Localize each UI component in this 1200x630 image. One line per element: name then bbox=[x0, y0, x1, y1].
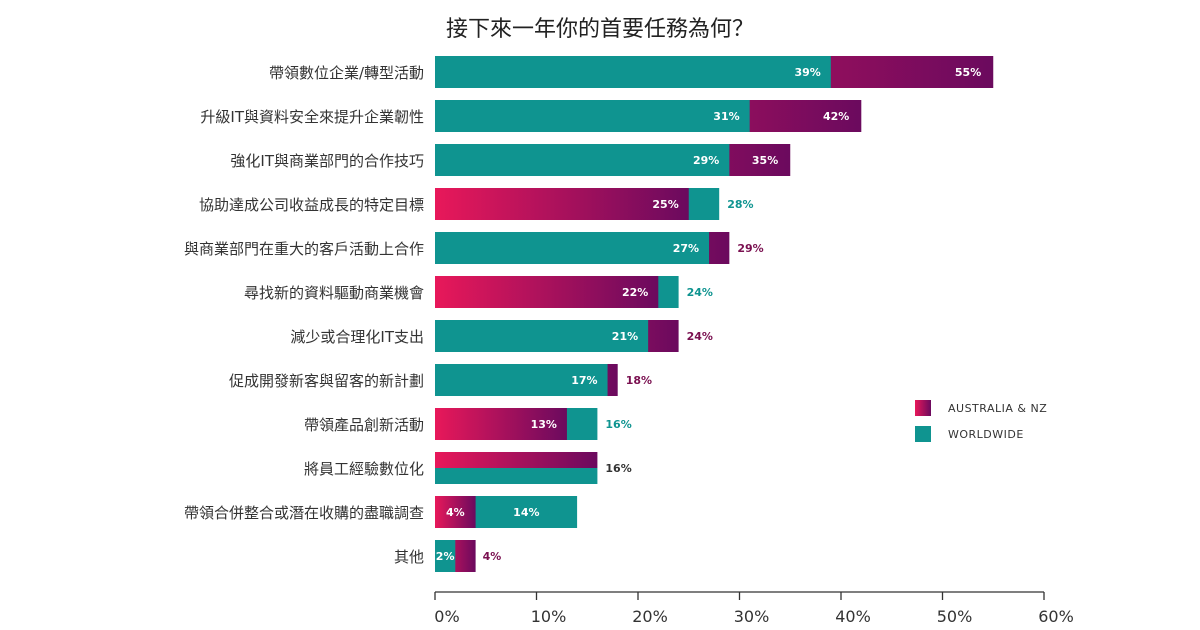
chart-title: 接下來一年你的首要任務為何？ bbox=[446, 17, 754, 42]
x-tick-label: 30% bbox=[734, 607, 770, 626]
bar-row: 將員工經驗數位化 16% bbox=[304, 452, 632, 484]
data-label-australia-nz: 13% bbox=[531, 418, 557, 431]
data-label-australia-nz: 18% bbox=[626, 374, 652, 387]
x-tick-label: 0% bbox=[434, 607, 459, 626]
data-label-australia-nz: 24% bbox=[687, 330, 713, 343]
bar-row: 其他 2% 4% bbox=[394, 540, 501, 572]
bar-worldwide bbox=[435, 320, 649, 352]
category-label: 將員工經驗數位化 bbox=[304, 460, 424, 478]
category-label: 帶領產品創新活動 bbox=[304, 416, 424, 434]
category-label: 強化IT與商業部門的合作技巧 bbox=[230, 152, 424, 170]
data-label-australia-nz: 4% bbox=[483, 550, 502, 563]
category-label: 減少或合理化IT支出 bbox=[290, 328, 424, 346]
bar-australia-nz bbox=[435, 452, 598, 468]
data-label-worldwide: 21% bbox=[612, 330, 638, 343]
bar-australia-nz bbox=[435, 276, 659, 308]
x-tick-label: 20% bbox=[632, 607, 668, 626]
data-label-worldwide: 2% bbox=[436, 550, 455, 563]
bar-row: 帶領產品創新活動 13% 16% bbox=[304, 408, 632, 440]
bar-row: 升級IT與資料安全來提升企業韌性 31% 42% bbox=[200, 100, 862, 132]
data-label-worldwide: 39% bbox=[795, 66, 821, 79]
bar-australia-nz bbox=[435, 188, 689, 220]
data-label-worldwide: 24% bbox=[687, 286, 713, 299]
data-label-worldwide: 29% bbox=[693, 154, 719, 167]
bar-row: 減少或合理化IT支出 21% 24% bbox=[290, 320, 713, 352]
bar-worldwide bbox=[435, 364, 608, 396]
bar-worldwide bbox=[435, 100, 750, 132]
data-label-australia-nz: 22% bbox=[622, 286, 648, 299]
data-label-australia-nz: 29% bbox=[737, 242, 763, 255]
bars-group: 帶領數位企業/轉型活動 39% 55% 升級IT與資料安全來提升企業韌性 31% 42% 強… bbox=[184, 56, 994, 572]
bar-worldwide bbox=[435, 232, 710, 264]
category-label: 尋找新的資料驅動商業機會 bbox=[244, 284, 424, 302]
bar-worldwide bbox=[435, 540, 456, 572]
data-label-australia-nz: 35% bbox=[752, 154, 778, 167]
bar-worldwide bbox=[435, 468, 598, 484]
category-label: 協助達成公司收益成長的特定目標 bbox=[199, 196, 424, 214]
x-tick-label: 40% bbox=[835, 607, 871, 626]
category-label: 帶領合併整合或潛在收購的盡職調查 bbox=[184, 504, 424, 522]
data-label-australia-nz: 4% bbox=[446, 506, 465, 519]
bar-row: 帶領數位企業/轉型活動 39% 55% bbox=[269, 56, 994, 88]
category-label: 升級IT與資料安全來提升企業韌性 bbox=[200, 108, 424, 126]
bar-australia-nz bbox=[435, 408, 567, 440]
data-label-worldwide: 31% bbox=[713, 110, 739, 123]
bar-worldwide bbox=[435, 56, 831, 88]
bar-row: 協助達成公司收益成長的特定目標 25% 28% bbox=[199, 188, 754, 220]
bar-row: 尋找新的資料驅動商業機會 22% 24% bbox=[244, 276, 713, 308]
category-label: 帶領數位企業/轉型活動 bbox=[269, 64, 424, 82]
x-axis: 0% 10% 20% 30% 40% 50% 60% bbox=[434, 591, 1074, 626]
x-tick-label: 60% bbox=[1038, 607, 1074, 626]
legend: AUSTRALIA & NZ WORLDWIDE bbox=[915, 400, 1047, 442]
category-label: 與商業部門在重大的客戶活動上合作 bbox=[184, 240, 424, 258]
bar-row: 強化IT與商業部門的合作技巧 29% 35% bbox=[230, 144, 791, 176]
data-label-worldwide: 27% bbox=[673, 242, 699, 255]
bar-row: 促成開發新客與留客的新計劃 17% 18% bbox=[229, 364, 652, 396]
legend-swatch-australia-nz bbox=[915, 400, 931, 416]
bar-row: 帶領合併整合或潛在收購的盡職調查 4% 14% bbox=[184, 496, 578, 528]
bar-worldwide bbox=[435, 144, 730, 176]
data-label-australia-nz: 55% bbox=[955, 66, 981, 79]
legend-label-australia-nz: AUSTRALIA & NZ bbox=[948, 402, 1047, 415]
bar-row: 與商業部門在重大的客戶活動上合作 27% 29% bbox=[184, 232, 764, 264]
category-label: 促成開發新客與留客的新計劃 bbox=[229, 372, 424, 390]
data-label-australia-nz: 25% bbox=[652, 198, 678, 211]
data-label-worldwide: 14% bbox=[513, 506, 539, 519]
data-label-worldwide: 17% bbox=[571, 374, 597, 387]
legend-label-worldwide: WORLDWIDE bbox=[948, 428, 1024, 441]
data-label-worldwide: 16% bbox=[605, 462, 631, 475]
x-tick-label: 10% bbox=[531, 607, 567, 626]
data-label-worldwide: 28% bbox=[727, 198, 753, 211]
bar-australia-nz bbox=[435, 496, 476, 528]
data-label-australia-nz: 42% bbox=[823, 110, 849, 123]
category-label: 其他 bbox=[394, 548, 424, 566]
data-label-worldwide: 16% bbox=[605, 418, 631, 431]
x-tick-label: 50% bbox=[937, 607, 973, 626]
legend-swatch-worldwide bbox=[915, 426, 931, 442]
